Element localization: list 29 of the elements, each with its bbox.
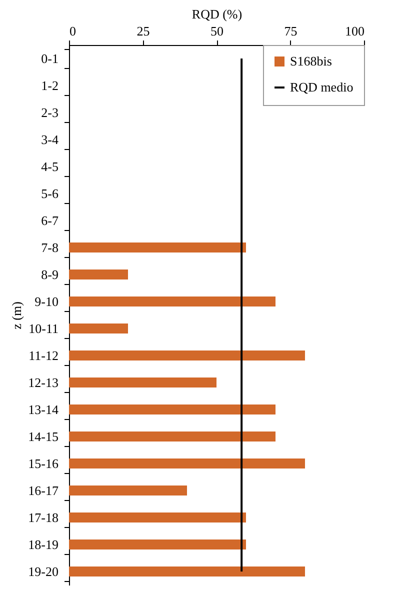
y-tick-label: 8-9 [41, 267, 58, 282]
y-tick-label: 6-7 [41, 213, 59, 228]
legend-label: S168bis [290, 54, 332, 68]
ref-line-label: RQD medio [290, 80, 354, 94]
y-tick-label: 5-6 [41, 186, 59, 201]
x-axis-title: RQD (%) [192, 6, 242, 22]
y-tick-label: 14-15 [28, 429, 58, 444]
y-tick-label: 13-14 [28, 402, 59, 417]
y-tick-label: 3-4 [41, 132, 59, 147]
y-tick-label: 17-18 [28, 510, 58, 525]
y-tick-label: 7-8 [41, 240, 58, 255]
y-tick-label: 18-19 [28, 537, 58, 552]
y-tick-label: 0-1 [41, 51, 58, 66]
y-tick-label: 2-3 [41, 105, 58, 120]
y-axis-title: z (m) [9, 302, 24, 330]
x-tick-label: 100 [345, 24, 364, 38]
y-tick-label: 15-16 [28, 456, 59, 471]
x-tick-label: 0 [70, 24, 76, 38]
y-tick-label: 4-5 [41, 159, 58, 174]
y-tick-label: 12-13 [28, 375, 58, 390]
x-tick-label: 25 [136, 24, 150, 38]
x-tick-label: 50 [210, 24, 224, 38]
y-tick-label: 9-10 [34, 294, 58, 309]
x-tick-label: 75 [284, 24, 298, 38]
y-tick-label: 19-20 [28, 564, 58, 579]
y-tick-label: 16-17 [28, 483, 59, 498]
y-tick-label: 11-12 [28, 348, 58, 363]
y-tick-label: 1-2 [41, 78, 58, 93]
y-tick-label: 10-11 [28, 321, 58, 336]
